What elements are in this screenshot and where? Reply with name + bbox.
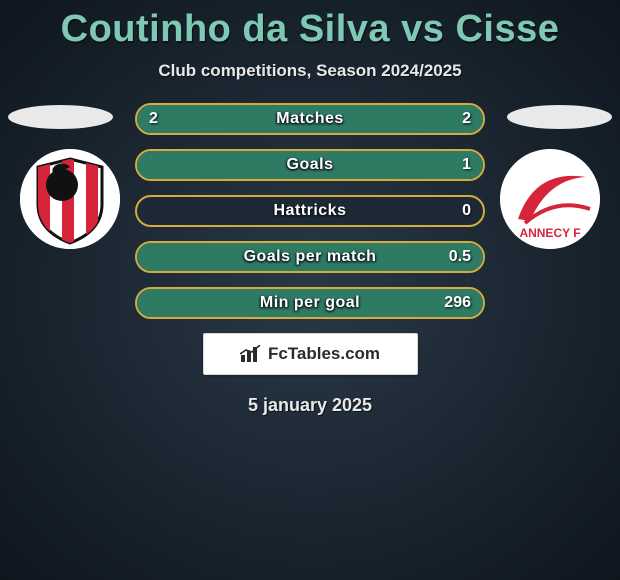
club-badge-right: ANNECY F bbox=[500, 149, 600, 249]
stat-bar-min-per-goal: Min per goal 296 bbox=[135, 287, 485, 319]
stat-label: Goals bbox=[287, 156, 334, 174]
swoosh-icon: ANNECY F bbox=[500, 149, 600, 249]
club-badge-left bbox=[20, 149, 120, 249]
stat-bar-goals-per-match: Goals per match 0.5 bbox=[135, 241, 485, 273]
stat-value-right: 2 bbox=[462, 110, 471, 128]
stat-value-right: 1 bbox=[462, 156, 471, 174]
player-left-ellipse bbox=[8, 105, 113, 129]
comparison-stage: ANNECY F 2 Matches 2 Goals 1 Hattricks 0 bbox=[0, 103, 620, 416]
page-subtitle: Club competitions, Season 2024/2025 bbox=[0, 61, 620, 81]
brand-text: FcTables.com bbox=[268, 344, 380, 364]
stat-value-left: 2 bbox=[149, 110, 158, 128]
stat-value-right: 0.5 bbox=[449, 248, 471, 266]
stat-bar-hattricks: Hattricks 0 bbox=[135, 195, 485, 227]
stat-value-right: 296 bbox=[444, 294, 471, 312]
page-title: Coutinho da Silva vs Cisse bbox=[0, 0, 620, 51]
bar-chart-icon bbox=[240, 345, 262, 363]
stat-value-right: 0 bbox=[462, 202, 471, 220]
brand-badge[interactable]: FcTables.com bbox=[203, 333, 418, 375]
snapshot-date: 5 january 2025 bbox=[0, 395, 620, 416]
stat-bar-goals: Goals 1 bbox=[135, 149, 485, 181]
badge-right-text: ANNECY F bbox=[519, 226, 580, 240]
stat-bars: 2 Matches 2 Goals 1 Hattricks 0 Goals pe… bbox=[135, 103, 485, 319]
stat-label: Hattricks bbox=[274, 202, 347, 220]
stat-bar-matches: 2 Matches 2 bbox=[135, 103, 485, 135]
stat-label: Goals per match bbox=[244, 248, 377, 266]
stat-label: Matches bbox=[276, 110, 344, 128]
stat-label: Min per goal bbox=[260, 294, 360, 312]
shield-icon bbox=[20, 149, 120, 249]
player-right-ellipse bbox=[507, 105, 612, 129]
